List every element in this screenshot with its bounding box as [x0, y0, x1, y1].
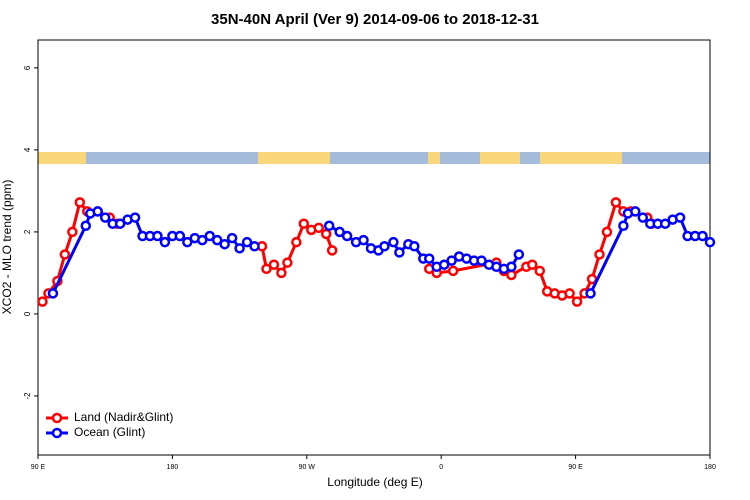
data-point [697, 230, 708, 242]
data-point [219, 238, 230, 250]
data-point [637, 212, 649, 223]
data-point [226, 232, 238, 244]
data-point [527, 259, 538, 270]
data-point [197, 234, 208, 246]
legend-label: Land (Nadir&Glint) [74, 410, 173, 424]
data-point [358, 234, 369, 246]
land-mask-band [38, 152, 710, 164]
data-point [534, 265, 546, 277]
data-point [159, 236, 171, 248]
data-point [618, 220, 629, 232]
data-point [379, 241, 390, 252]
data-point [601, 226, 613, 238]
data-point [659, 218, 671, 229]
data-point [114, 218, 126, 229]
data-point [334, 226, 345, 238]
legend-marker [51, 427, 63, 439]
land-band [540, 152, 622, 164]
data-point [476, 255, 487, 266]
y-tick-label: 4 [23, 147, 32, 152]
data-point [276, 267, 287, 279]
data-point [564, 288, 575, 299]
y-tick-label: 2 [23, 229, 32, 234]
legend: Land (Nadir&Glint)Ocean (Glint) [46, 410, 173, 439]
data-point [424, 253, 435, 264]
data-point [268, 259, 280, 270]
legend-label: Ocean (Glint) [74, 425, 145, 439]
chart-title: 35N-40N April (Ver 9) 2014-09-06 to 2018… [211, 11, 539, 28]
land-band [428, 152, 440, 164]
x-tick-label: 180 [704, 464, 716, 471]
data-point [249, 241, 260, 252]
data-point [323, 220, 335, 232]
data-point [182, 236, 193, 248]
data-point [211, 234, 223, 246]
land-band [38, 152, 86, 164]
data-point [99, 212, 111, 223]
land-band [258, 152, 330, 164]
data-point [282, 257, 293, 268]
data-point [174, 230, 186, 242]
plot-frame [37, 39, 711, 456]
data-point [234, 243, 245, 254]
data-point [80, 220, 92, 232]
data-point [446, 255, 457, 266]
data-point [47, 288, 59, 299]
data-point [674, 212, 686, 223]
data-point [447, 265, 459, 277]
data-point [313, 222, 324, 234]
data-point [204, 230, 215, 242]
data-point [326, 245, 338, 256]
data-point [594, 249, 605, 260]
data-point [704, 236, 716, 248]
data-point [388, 236, 399, 248]
data-point [59, 249, 71, 260]
x-tick-label: 90 E [31, 464, 46, 471]
y-tick-label: 6 [23, 65, 32, 70]
data-point [129, 212, 141, 223]
data-point [341, 230, 353, 242]
data-point [291, 236, 302, 248]
x-axis-label: Longitude (deg E) [327, 475, 422, 489]
x-tick-label: 90 W [299, 464, 316, 471]
y-axis-label: XCO2 - MLO trend (ppm) [0, 180, 14, 315]
x-tick-label: 90 E [568, 464, 583, 471]
data-point [92, 206, 103, 217]
data-point [630, 206, 641, 217]
y-tick-label: -2 [23, 392, 32, 400]
data-point [152, 230, 163, 242]
data-point [571, 296, 583, 307]
data-point [409, 241, 420, 252]
data-point [394, 247, 405, 258]
data-point [438, 259, 450, 270]
y-tick-label: 0 [23, 311, 32, 316]
data-point [610, 197, 622, 208]
data-point [506, 269, 517, 281]
data-point [67, 226, 78, 238]
data-point [74, 197, 86, 208]
data-point [506, 261, 517, 273]
data-point [261, 263, 272, 275]
series-line [428, 199, 653, 304]
legend-marker [51, 412, 63, 424]
data-point [585, 288, 596, 299]
land-band [480, 152, 520, 164]
data-point [298, 218, 310, 229]
data-point [320, 228, 332, 240]
x-tick-label: 180 [167, 464, 179, 471]
data-point [37, 296, 48, 307]
data-point [513, 249, 525, 260]
data-point [241, 236, 253, 248]
x-tick-label: 0 [439, 464, 443, 471]
